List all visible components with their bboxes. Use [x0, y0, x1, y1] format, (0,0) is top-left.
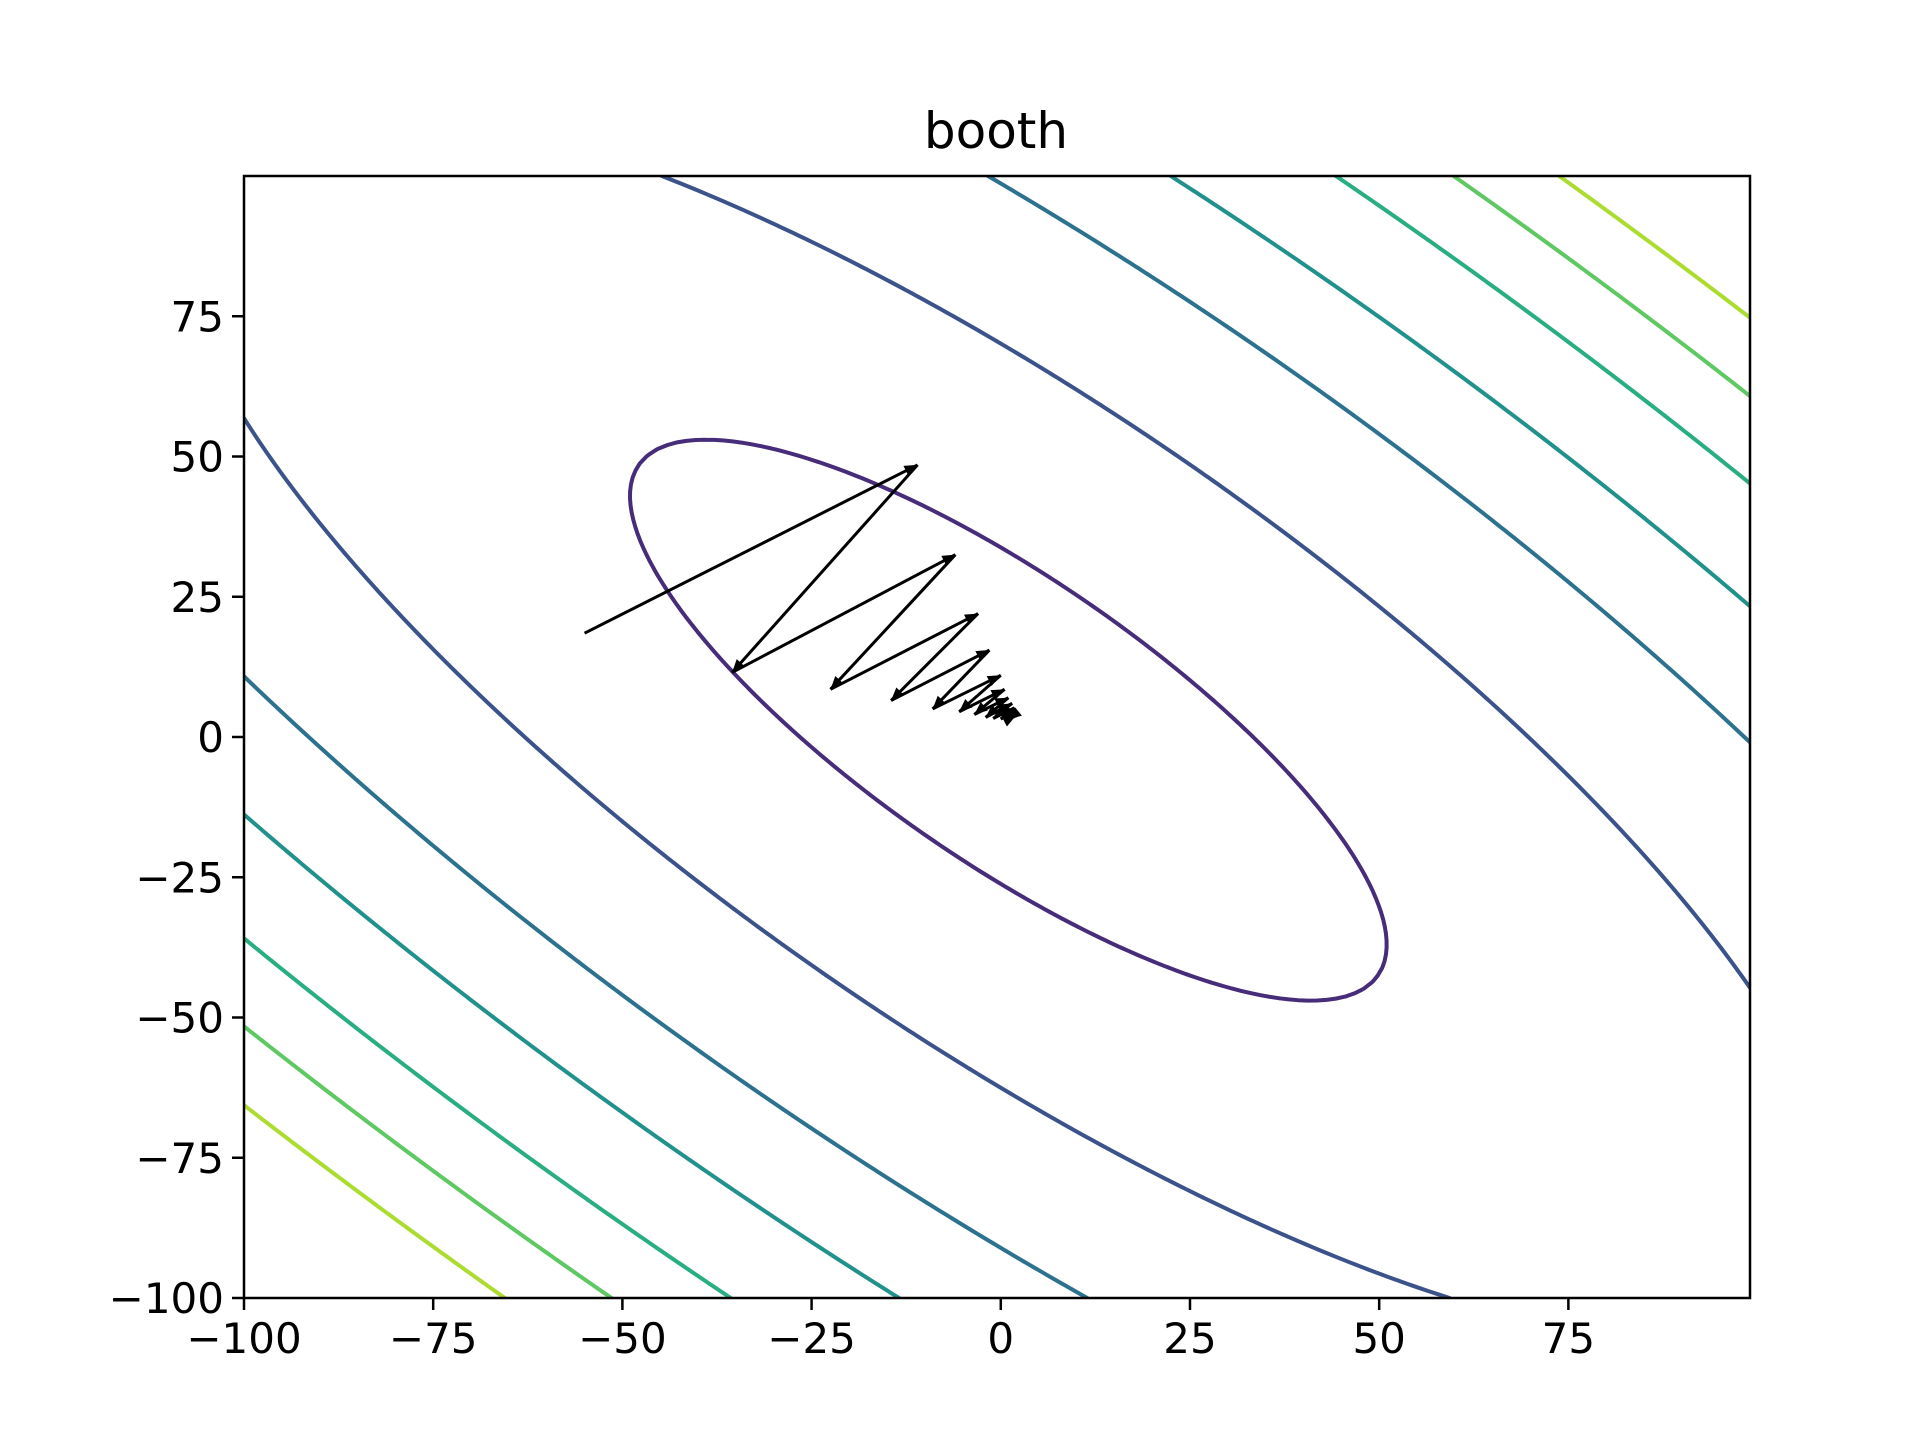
contour-level-6: [244, 176, 1750, 1298]
contour-level-0: [628, 437, 1389, 1003]
descent-path: [583, 463, 1022, 727]
x-tick-label: 75: [1542, 1314, 1595, 1363]
x-tick-label: −25: [767, 1314, 856, 1363]
path-segment: [731, 463, 919, 674]
path-segment: [583, 463, 919, 635]
x-tick-label: −50: [578, 1314, 667, 1363]
path-arrowhead: [932, 695, 946, 709]
contour-level-2: [244, 176, 1750, 1298]
y-tick-label: −50: [135, 994, 224, 1043]
path-segment: [889, 612, 980, 702]
contour-level-5: [244, 176, 1750, 1298]
path-segment: [829, 612, 979, 691]
contour-level-3: [244, 176, 1750, 1298]
y-axis: −100 −75 −50 −25 0 25 50 75: [109, 292, 244, 1323]
y-tick-label: −25: [135, 853, 224, 902]
contour-lines: [244, 176, 1750, 1298]
path-arrowhead: [1001, 715, 1016, 727]
x-tick-label: 50: [1352, 1314, 1405, 1363]
y-tick-label: 50: [171, 433, 224, 482]
y-tick-label: 75: [171, 292, 224, 341]
path-segment: [931, 649, 991, 710]
x-tick-label: −100: [186, 1314, 301, 1363]
x-axis: −100 −75 −50 −25 0 25 50 75: [186, 1298, 1595, 1363]
x-tick-label: 0: [987, 1314, 1014, 1363]
y-tick-label: 25: [171, 573, 224, 622]
path-segment: [829, 553, 957, 691]
contour-level-1: [244, 176, 1750, 1298]
y-tick-label: −100: [109, 1274, 224, 1323]
y-tick-label: 0: [197, 713, 224, 762]
chart-title: booth: [924, 102, 1068, 160]
contour-level-4: [244, 176, 1750, 1298]
x-tick-label: −75: [389, 1314, 478, 1363]
path-segment: [890, 648, 991, 702]
y-tick-label: −75: [135, 1134, 224, 1183]
x-tick-label: 25: [1163, 1314, 1216, 1363]
path-segment: [731, 553, 957, 674]
